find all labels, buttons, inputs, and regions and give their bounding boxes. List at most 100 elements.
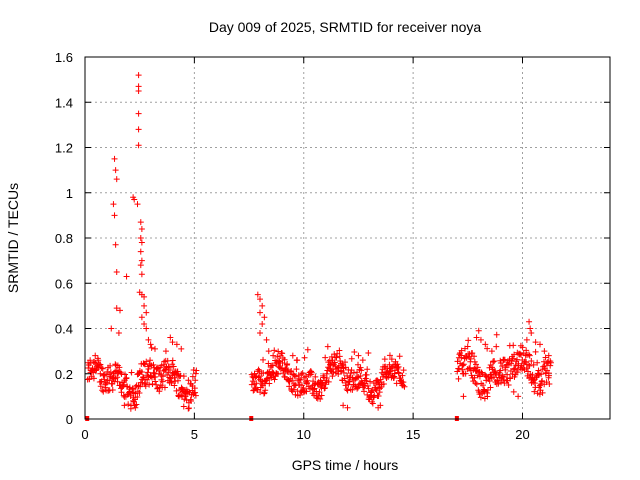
data-point [135,142,142,149]
data-point [192,389,199,396]
data-point [545,372,552,379]
data-point [171,374,178,381]
data-point [472,367,479,374]
x-tick-label: 15 [406,427,420,442]
data-point [185,377,192,384]
data-point [322,354,329,361]
data-point [547,359,554,366]
data-point [459,362,466,369]
data-point [456,365,463,372]
data-point [113,305,120,312]
data-point [164,357,171,364]
data-point [300,389,307,396]
data-point [133,401,140,408]
data-point [98,364,105,371]
y-tick-label: 1 [66,186,73,201]
data-point [107,362,114,369]
data-point [135,72,142,79]
data-point [512,362,519,369]
data-point [507,375,514,382]
data-point [255,366,262,373]
data-point [159,378,166,385]
data-point [180,373,187,380]
data-point [289,352,296,359]
data-point [511,351,518,358]
data-point [526,318,533,325]
data-point [290,386,297,393]
data-point [169,339,176,346]
data-point [331,359,338,366]
data-point [141,320,148,327]
data-point [185,405,192,412]
data-point [131,196,138,203]
data-point [108,325,115,332]
data-point [474,364,481,371]
data-point [257,309,263,316]
data-point [190,367,197,374]
data-point [534,359,541,366]
chart-title: Day 009 of 2025, SRMTID for receiver noy… [209,19,482,35]
y-tick-label: 0.6 [55,276,73,291]
data-point [257,330,263,337]
data-point [150,361,157,368]
data-point [178,345,185,352]
data-point [511,365,518,372]
data-point [351,349,358,356]
data-point [340,369,347,376]
data-point [395,370,402,377]
data-point [469,350,476,357]
data-point [487,384,494,391]
data-point [137,383,144,390]
data-point [479,370,486,377]
data-point [482,341,489,348]
data-point [173,387,180,394]
data-point [354,361,361,368]
data-point [118,370,125,377]
data-point [400,367,407,374]
data-point [500,376,507,383]
data-point [519,344,526,351]
y-tick-label: 0.2 [55,367,73,382]
data-point [488,348,495,355]
data-point [159,373,166,380]
data-point [541,348,548,355]
data-point [526,362,533,369]
data-point [310,392,317,399]
data-point [92,352,99,359]
data-point [530,377,537,384]
data-point [97,370,104,377]
data-point [144,376,151,383]
data-point [328,360,335,367]
data-point [361,388,368,395]
data-point [372,385,379,392]
data-point [294,357,301,364]
data-point [535,367,542,374]
y-tick-label: 1.2 [55,141,73,156]
data-point [542,354,549,361]
data-point [493,343,500,350]
data-point [315,392,322,399]
data-point [471,374,478,381]
data-point [137,262,144,269]
data-point [364,366,371,373]
data-point [97,378,104,385]
data-point [115,330,122,337]
data-point [330,369,337,376]
data-point [123,273,130,280]
data-point [303,388,310,395]
data-point [493,331,500,338]
data-point [111,212,118,219]
data-point [386,352,393,359]
data-point [136,389,143,396]
data-point [257,296,263,303]
data-point [386,368,393,375]
data-point [525,351,532,358]
data-point [477,394,484,401]
data-point [249,378,256,385]
data-point [266,380,273,387]
data-point [399,372,406,379]
data-point [134,201,141,208]
data-point [515,393,522,400]
data-point [391,373,398,380]
